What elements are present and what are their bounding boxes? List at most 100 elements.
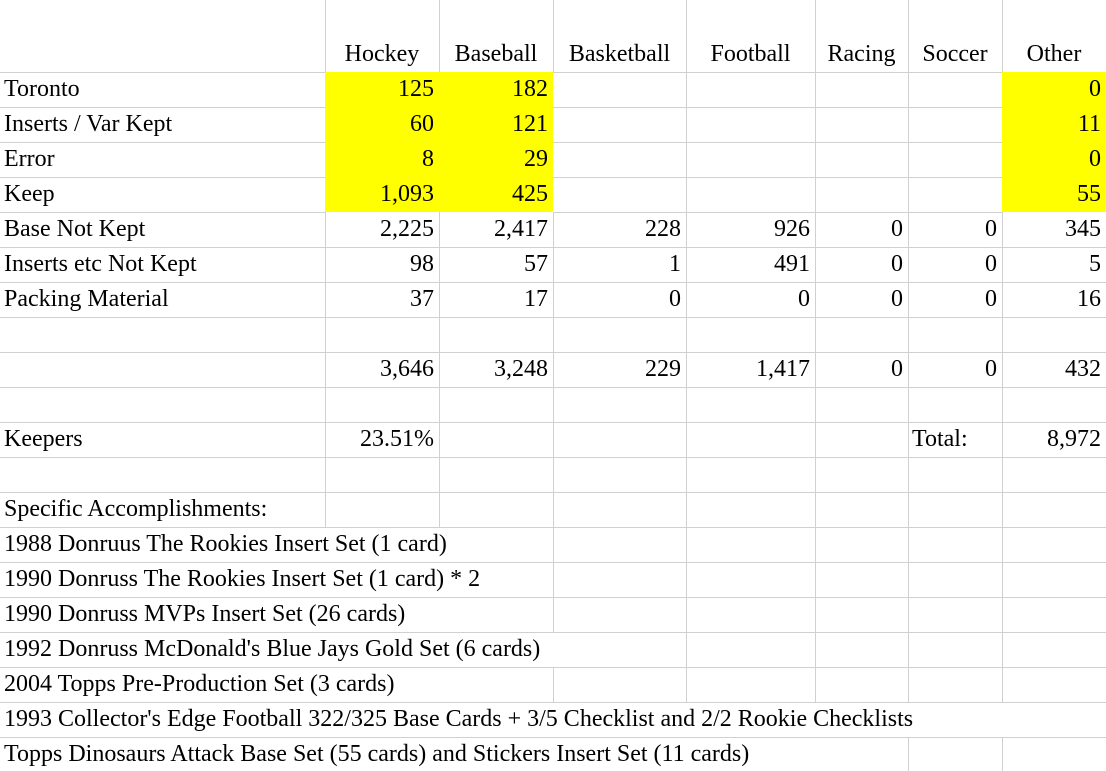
cell-inserts-etc-not-kept-racing[interactable]: 0 bbox=[891, 251, 903, 277]
row-label-inserts-var-kept[interactable]: Inserts / Var Kept bbox=[4, 111, 173, 137]
gridline-horizontal bbox=[0, 247, 1106, 248]
cell-packing-material-hockey[interactable]: 37 bbox=[410, 286, 434, 312]
cell-row-9-basketball[interactable]: 229 bbox=[645, 356, 681, 382]
cell-row-9-hockey[interactable]: 3,646 bbox=[380, 356, 434, 382]
accomplishment-1[interactable]: 1988 Donruus The Rookies Insert Set (1 c… bbox=[4, 531, 447, 557]
gridline-horizontal bbox=[0, 317, 1106, 318]
gridline-horizontal bbox=[0, 457, 1106, 458]
cell-base-not-kept-basketball[interactable]: 228 bbox=[645, 216, 681, 242]
cell-keepers-hockey[interactable]: 23.51% bbox=[360, 426, 434, 452]
cell-base-not-kept-baseball[interactable]: 2,417 bbox=[494, 216, 548, 242]
gridline-horizontal bbox=[0, 212, 325, 213]
gridline-horizontal bbox=[0, 667, 1106, 668]
gridline-horizontal bbox=[0, 422, 1106, 423]
gridline-horizontal bbox=[553, 177, 1002, 178]
cell-inserts-var-kept-other[interactable]: 11 bbox=[1077, 111, 1101, 137]
cell-toronto-other[interactable]: 0 bbox=[1089, 76, 1101, 102]
gridline-vertical bbox=[439, 212, 440, 527]
column-header-soccer[interactable]: Soccer bbox=[922, 41, 988, 67]
cell-keep-other[interactable]: 55 bbox=[1077, 181, 1101, 207]
column-header-racing[interactable]: Racing bbox=[827, 41, 896, 67]
kept-highlight-hockey-baseball bbox=[325, 72, 553, 212]
cell-inserts-etc-not-kept-hockey[interactable]: 98 bbox=[410, 251, 434, 277]
column-header-baseball[interactable]: Baseball bbox=[454, 41, 538, 67]
gridline-horizontal bbox=[0, 737, 1106, 738]
cell-packing-material-soccer[interactable]: 0 bbox=[985, 286, 997, 312]
cell-toronto-baseball[interactable]: 182 bbox=[512, 76, 548, 102]
row-label-error[interactable]: Error bbox=[4, 146, 55, 172]
cell-packing-material-basketball[interactable]: 0 bbox=[669, 286, 681, 312]
cell-keep-baseball[interactable]: 425 bbox=[512, 181, 548, 207]
cell-row-9-baseball[interactable]: 3,248 bbox=[494, 356, 548, 382]
cell-inserts-etc-not-kept-baseball[interactable]: 57 bbox=[524, 251, 548, 277]
gridline-horizontal bbox=[0, 632, 1106, 633]
cell-inserts-var-kept-hockey[interactable]: 60 bbox=[410, 111, 434, 137]
gridline-horizontal bbox=[0, 352, 1106, 353]
accomplishment-7[interactable]: Topps Dinosaurs Attack Base Set (55 card… bbox=[4, 741, 750, 767]
cell-base-not-kept-football[interactable]: 926 bbox=[774, 216, 810, 242]
accomplishment-6[interactable]: 1993 Collector's Edge Football 322/325 B… bbox=[4, 706, 914, 732]
gridline-horizontal bbox=[553, 142, 1002, 143]
column-header-football[interactable]: Football bbox=[710, 41, 791, 67]
cell-base-not-kept-other[interactable]: 345 bbox=[1065, 216, 1101, 242]
column-header-hockey[interactable]: Hockey bbox=[344, 41, 420, 67]
cell-packing-material-other[interactable]: 16 bbox=[1077, 286, 1101, 312]
cell-keep-hockey[interactable]: 1,093 bbox=[380, 181, 434, 207]
cell-error-other[interactable]: 0 bbox=[1089, 146, 1101, 172]
row-label-base-not-kept[interactable]: Base Not Kept bbox=[4, 216, 146, 242]
cell-base-not-kept-hockey[interactable]: 2,225 bbox=[380, 216, 434, 242]
cell-base-not-kept-soccer[interactable]: 0 bbox=[985, 216, 997, 242]
gridline-horizontal bbox=[553, 107, 1002, 108]
gridline-vertical bbox=[815, 0, 816, 702]
row-label-keep[interactable]: Keep bbox=[4, 181, 55, 207]
gridline-vertical bbox=[553, 667, 554, 702]
cell-keepers-other[interactable]: 8,972 bbox=[1047, 426, 1101, 452]
cell-row-9-racing[interactable]: 0 bbox=[891, 356, 903, 382]
gridline-vertical bbox=[553, 0, 554, 72]
cell-inserts-etc-not-kept-soccer[interactable]: 0 bbox=[985, 251, 997, 277]
gridline-horizontal bbox=[0, 177, 325, 178]
cell-error-hockey[interactable]: 8 bbox=[422, 146, 434, 172]
cell-toronto-hockey[interactable]: 125 bbox=[398, 76, 434, 102]
cell-packing-material-football[interactable]: 0 bbox=[798, 286, 810, 312]
accomplishment-5[interactable]: 2004 Topps Pre-Production Set (3 cards) bbox=[4, 671, 395, 697]
gridline-horizontal bbox=[0, 387, 1106, 388]
row-label-inserts-etc-not-kept[interactable]: Inserts etc Not Kept bbox=[4, 251, 197, 277]
cell-row-9-football[interactable]: 1,417 bbox=[756, 356, 810, 382]
gridline-vertical bbox=[1002, 0, 1003, 72]
gridline-horizontal bbox=[0, 702, 1106, 703]
cell-base-not-kept-racing[interactable]: 0 bbox=[891, 216, 903, 242]
kept-highlight-other bbox=[1002, 72, 1106, 212]
accomplishment-2[interactable]: 1990 Donruss The Rookies Insert Set (1 c… bbox=[4, 566, 481, 592]
gridline-horizontal bbox=[553, 72, 1002, 73]
cell-packing-material-baseball[interactable]: 17 bbox=[524, 286, 548, 312]
accomplishment-4[interactable]: 1992 Donruss McDonald's Blue Jays Gold S… bbox=[4, 636, 541, 662]
gridline-horizontal bbox=[0, 597, 1106, 598]
cell-keepers-soccer[interactable]: Total: bbox=[912, 426, 968, 452]
column-header-basketball[interactable]: Basketball bbox=[568, 41, 671, 67]
row-label-keepers[interactable]: Keepers bbox=[4, 426, 83, 452]
gridline-vertical bbox=[686, 0, 687, 702]
cell-packing-material-racing[interactable]: 0 bbox=[891, 286, 903, 312]
gridline-vertical bbox=[439, 0, 440, 72]
column-header-other[interactable]: Other bbox=[1026, 41, 1082, 67]
row-label-specific-accomplishments[interactable]: Specific Accomplishments: bbox=[4, 496, 268, 522]
accomplishment-3[interactable]: 1990 Donruss MVPs Insert Set (26 cards) bbox=[4, 601, 406, 627]
cell-inserts-var-kept-baseball[interactable]: 121 bbox=[512, 111, 548, 137]
gridline-horizontal bbox=[0, 562, 1106, 563]
gridline-horizontal bbox=[553, 212, 1002, 213]
row-label-packing-material[interactable]: Packing Material bbox=[4, 286, 169, 312]
cell-error-baseball[interactable]: 29 bbox=[524, 146, 548, 172]
gridline-horizontal bbox=[0, 107, 325, 108]
cell-row-9-other[interactable]: 432 bbox=[1065, 356, 1101, 382]
cell-row-9-soccer[interactable]: 0 bbox=[985, 356, 997, 382]
row-label-toronto[interactable]: Toronto bbox=[4, 76, 80, 102]
gridline-vertical bbox=[325, 212, 326, 527]
gridline-horizontal bbox=[0, 142, 325, 143]
gridline-vertical bbox=[908, 737, 909, 771]
cell-inserts-etc-not-kept-football[interactable]: 491 bbox=[774, 251, 810, 277]
cell-inserts-etc-not-kept-basketball[interactable]: 1 bbox=[669, 251, 681, 277]
cell-inserts-etc-not-kept-other[interactable]: 5 bbox=[1089, 251, 1101, 277]
gridline-horizontal bbox=[0, 72, 325, 73]
